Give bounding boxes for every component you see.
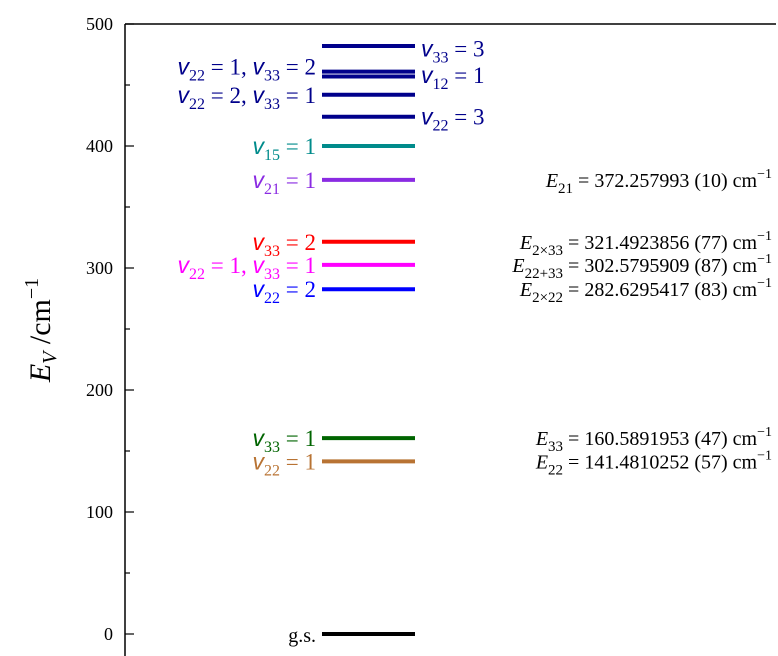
energy-label-e: E [535,428,548,450]
state-label-mode: 33 [264,68,280,85]
y-tick-label: 400 [86,136,113,156]
state-label-quanta: = 1 [280,134,316,159]
energy-label-value: = 321.4923856 (77) cm [563,232,757,254]
y-tick-label: 0 [104,624,113,644]
state-label-quanta: = 2 [280,230,316,255]
y-tick-label: 100 [86,502,113,522]
y-axis-title-sup: −1 [21,278,43,299]
energy-label-e: E [519,232,532,254]
energy-label-e: E [511,255,524,277]
energy-value-label: E21 = 372.257993 (10) cm−1 [545,167,772,197]
energy-label-sub: 22 [548,462,563,478]
state-label-mode: 22 [433,118,449,135]
state-label-quanta: = 2 [280,55,316,80]
state-label-quanta: = 1 [205,253,241,278]
state-label-quanta: = 2 [280,277,316,302]
state-label-mode: 22 [189,266,205,283]
state-label-text: g.s. [288,625,316,647]
energy-label-unit-sup: −1 [757,252,772,267]
energy-label-value: = 372.257993 (10) cm [573,170,757,192]
left-state-label: v22 = 1 [253,448,316,479]
energy-label-e: E [519,279,532,301]
energy-label-sub: 33 [548,439,563,455]
state-label-quanta: = 1 [280,449,316,474]
left-state-label: g.s. [288,625,316,647]
energy-label-value: = 282.6295417 (83) cm [563,279,757,301]
state-label-mode: 15 [264,147,280,164]
y-axis-title-main: E [24,364,57,383]
left-state-label: v22 = 2 [253,276,316,307]
y-tick-label: 200 [86,380,113,400]
state-label-mode: 22 [189,68,205,85]
y-tick-label: 500 [86,14,113,34]
y-axis-title: EV /cm−1 [21,278,61,383]
energy-label-unit-sup: −1 [757,425,772,440]
state-label-separator: , [241,55,253,80]
energy-label-e: E [545,170,558,192]
energy-label-sub: 22+33 [525,266,563,282]
energy-label-unit-sup: −1 [757,448,772,463]
energy-label-value: = 302.5795909 (87) cm [563,255,757,277]
state-label-quanta: = 3 [449,36,485,61]
state-label-mode: 33 [264,266,280,283]
state-label-quanta: = 1 [280,253,316,278]
energy-label-unit-sup: −1 [757,276,772,291]
state-label-quanta: = 3 [449,105,485,130]
state-label-quanta: = 1 [449,63,485,88]
left-state-label: v22 = 2, v33 = 1 [178,82,316,113]
state-label-quanta: = 1 [280,83,316,108]
state-label-mode: 12 [433,76,449,93]
levels [322,46,415,634]
energy-label-value: = 141.4810252 (57) cm [563,451,757,473]
right-state-label: v12 = 1 [421,62,484,93]
energy-label-value: = 160.5891953 (47) cm [563,428,757,450]
state-label-mode: 22 [264,462,280,479]
left-state-label: v15 = 1 [253,133,316,164]
left-state-label: v22 = 1, v33 = 2 [178,54,316,85]
state-label-mode: 33 [264,439,280,456]
state-label-separator: , [241,83,253,108]
y-axis-title-unit: /cm [24,299,57,352]
state-label-quanta: = 1 [280,168,316,193]
energy-label-unit-sup: −1 [757,167,772,182]
energy-label-sub: 2×22 [532,290,563,306]
energy-label-unit-sup: −1 [757,229,772,244]
state-label-mode: 33 [264,96,280,113]
state-label-mode: 22 [189,96,205,113]
state-label-separator: , [241,253,253,278]
state-label-mode: 22 [264,290,280,307]
energy-value-label: E22 = 141.4810252 (57) cm−1 [535,448,772,478]
energy-label-e: E [535,451,548,473]
state-label-mode: 21 [264,181,280,198]
state-label-mode: 33 [264,243,280,260]
energy-label-sub: 2×33 [532,243,563,259]
state-label-quanta: = 1 [280,426,316,451]
left-state-label: v21 = 1 [253,167,316,198]
energy-label-sub: 21 [558,181,573,197]
axes: 0 100 200 300 400 500 EV /cm−1 [21,14,776,656]
state-label-quanta: = 2 [205,83,241,108]
y-tick-label: 300 [86,258,113,278]
state-label-quanta: = 1 [205,55,241,80]
right-state-label: v22 = 3 [421,104,484,135]
state-label-mode: 33 [433,49,449,66]
